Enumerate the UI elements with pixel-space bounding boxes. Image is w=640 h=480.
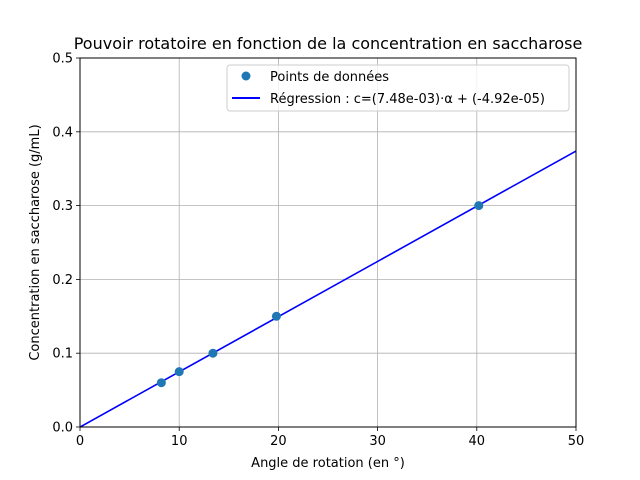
data-point [156, 378, 166, 388]
data-point [174, 367, 184, 377]
regression-line [79, 150, 577, 428]
legend-label-line: Régression : c=(7.48e-03)·α + (-4.92e-05… [270, 92, 545, 107]
legend: Points de données Régression : c=(7.48e-… [226, 64, 570, 112]
y-tick-label: 0.0 [52, 421, 73, 436]
legend-marker-scatter [241, 71, 251, 81]
y-tick-label: 0.5 [52, 52, 73, 67]
axis-ticks: 0 10 20 30 40 50 0.0 0.1 0.2 0.3 0.4 0.5 [52, 52, 584, 450]
plot-frame [79, 57, 577, 428]
x-tick-label: 50 [568, 434, 585, 449]
legend-label-scatter: Points de données [270, 70, 389, 85]
grid [79, 57, 577, 428]
x-axis-label: Angle de rotation (en °) [251, 456, 405, 471]
plot-data [79, 150, 577, 428]
x-tick-label: 0 [76, 434, 84, 449]
y-tick-label: 0.1 [52, 347, 73, 362]
y-axis-label: Concentration en saccharose (g/mL) [28, 124, 43, 360]
x-tick-label: 10 [171, 434, 188, 449]
y-tick-label: 0.4 [52, 125, 73, 140]
data-point [271, 311, 281, 321]
x-tick-label: 30 [369, 434, 386, 449]
legend-box [226, 64, 570, 112]
data-point [474, 201, 484, 211]
y-tick-label: 0.3 [52, 199, 73, 214]
data-point [208, 348, 218, 358]
x-tick-label: 20 [270, 434, 287, 449]
y-tick-label: 0.2 [52, 273, 73, 288]
chart-title: Pouvoir rotatoire en fonction de la conc… [74, 34, 583, 53]
x-tick-label: 40 [469, 434, 486, 449]
